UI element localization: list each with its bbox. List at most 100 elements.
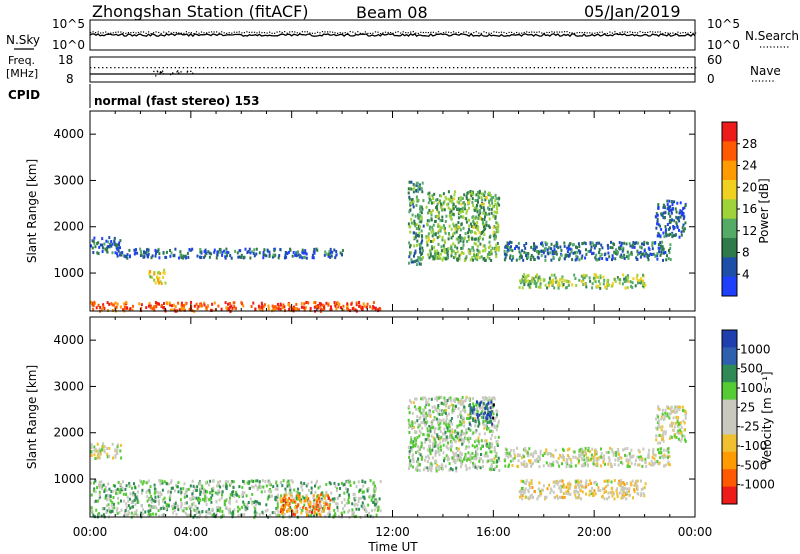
echo-cell bbox=[412, 401, 415, 405]
echo-cell bbox=[494, 202, 497, 206]
echo-cell bbox=[223, 249, 226, 253]
echo-cell bbox=[461, 459, 464, 463]
echo-cell bbox=[408, 225, 411, 229]
echo-cell bbox=[182, 487, 185, 491]
echo-cell bbox=[305, 256, 308, 260]
echo-cell bbox=[543, 452, 546, 456]
echo-cell bbox=[300, 511, 303, 515]
echo-cell bbox=[474, 424, 477, 428]
echo-cell bbox=[151, 307, 154, 311]
echo-cell bbox=[327, 503, 329, 507]
echo-cell bbox=[93, 453, 96, 457]
nsearch-point bbox=[571, 32, 573, 34]
echo-cell bbox=[671, 235, 674, 239]
echo-cell bbox=[336, 506, 339, 509]
echo-cell bbox=[465, 196, 468, 200]
echo-cell bbox=[488, 235, 491, 239]
nsearch-point bbox=[690, 31, 692, 33]
echo-cell bbox=[284, 505, 286, 509]
echo-cell bbox=[423, 408, 426, 412]
nave-point bbox=[138, 67, 140, 69]
echo-cell bbox=[374, 486, 376, 490]
echo-cell bbox=[93, 236, 96, 240]
echo-cell bbox=[150, 500, 153, 504]
echo-cell bbox=[312, 501, 315, 505]
echo-cell bbox=[478, 196, 481, 200]
echo-cell bbox=[467, 231, 469, 235]
echo-cell bbox=[481, 444, 484, 448]
echo-cell bbox=[258, 480, 261, 484]
echo-cell bbox=[559, 484, 562, 488]
echo-cell bbox=[175, 512, 178, 516]
echo-cell bbox=[295, 510, 298, 514]
echo-cell bbox=[226, 250, 229, 254]
echo-cell bbox=[102, 305, 105, 309]
echo-cell bbox=[468, 436, 471, 440]
echo-cell bbox=[640, 280, 643, 284]
echo-cell bbox=[174, 500, 177, 504]
echo-cell bbox=[556, 482, 559, 486]
echo-cell bbox=[289, 486, 291, 489]
echo-cell bbox=[149, 485, 152, 489]
echo-cell bbox=[418, 468, 421, 472]
echo-cell bbox=[545, 461, 548, 465]
nave-point bbox=[473, 67, 475, 69]
echo-cell bbox=[465, 194, 468, 198]
echo-region bbox=[518, 479, 647, 501]
echo-cell bbox=[108, 454, 111, 458]
echo-cell bbox=[416, 419, 419, 423]
echo-cell bbox=[337, 305, 340, 309]
echo-cell bbox=[177, 508, 180, 512]
echo-cell bbox=[232, 486, 235, 489]
echo-cell bbox=[476, 244, 479, 248]
echo-cell bbox=[277, 514, 280, 518]
echo-cell bbox=[439, 445, 442, 449]
echo-cell bbox=[407, 222, 410, 226]
echo-cell bbox=[269, 495, 272, 498]
nsearch-point bbox=[543, 32, 545, 34]
echo-cell bbox=[111, 303, 114, 307]
echo-cell bbox=[459, 234, 462, 237]
echo-cell bbox=[528, 459, 530, 463]
echo-cell bbox=[636, 253, 639, 257]
echo-cell bbox=[562, 458, 565, 462]
echo-cell bbox=[295, 505, 298, 509]
echo-cell bbox=[253, 501, 256, 504]
echo-cell bbox=[443, 399, 446, 403]
echo-cell bbox=[301, 305, 304, 309]
echo-cell bbox=[531, 486, 534, 489]
echo-cell bbox=[275, 507, 278, 511]
echo-cell bbox=[249, 497, 252, 501]
echo-cell bbox=[230, 482, 233, 486]
echo-cell bbox=[467, 457, 470, 461]
echo-cell bbox=[287, 504, 290, 508]
echo-cell bbox=[591, 486, 594, 490]
echo-cell bbox=[427, 239, 430, 243]
echo-cell bbox=[362, 495, 365, 499]
echo-cell bbox=[582, 283, 585, 286]
echo-cell bbox=[256, 487, 259, 491]
echo-cell bbox=[593, 458, 596, 462]
nsearch-point bbox=[377, 31, 379, 33]
echo-cell bbox=[483, 258, 486, 262]
echo-cell bbox=[508, 463, 510, 467]
echo-cell bbox=[601, 456, 604, 460]
echo-cell bbox=[436, 463, 439, 467]
echo-cell bbox=[170, 479, 173, 483]
echo-cell bbox=[572, 455, 575, 459]
echo-cell bbox=[458, 435, 461, 438]
echo-cell bbox=[158, 479, 161, 483]
echo-cell bbox=[496, 242, 499, 245]
echo-cell bbox=[463, 417, 465, 421]
echo-cell bbox=[450, 209, 453, 213]
echo-cell bbox=[232, 510, 234, 514]
echo-cell bbox=[584, 274, 587, 278]
echo-cell bbox=[574, 251, 576, 255]
echo-cell bbox=[630, 284, 633, 288]
echo-cell bbox=[134, 495, 137, 499]
echo-cell bbox=[645, 251, 648, 255]
nave-point bbox=[678, 67, 681, 69]
nave-point bbox=[247, 67, 249, 69]
echo-cell bbox=[523, 455, 526, 459]
echo-cell bbox=[90, 450, 93, 454]
